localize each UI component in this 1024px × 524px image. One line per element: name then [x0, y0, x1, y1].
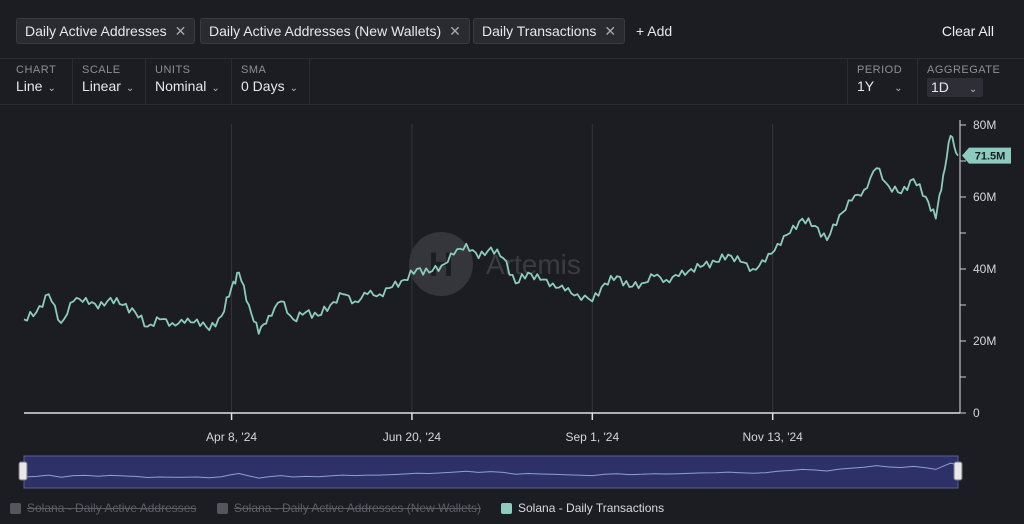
legend-item-daily-active-addresses[interactable]: Solana - Daily Active Addresses [10, 498, 196, 518]
legend-label: Solana - Daily Transactions [518, 501, 665, 515]
control-value: Line [16, 78, 43, 94]
navigator-window[interactable] [23, 455, 959, 489]
aggregate-select[interactable]: AGGREGATE 1D ⌄ [917, 58, 1007, 104]
x-gridlines [231, 124, 774, 413]
sma-select[interactable]: SMA 0 Days ⌄ [231, 58, 309, 104]
artemis-watermark: H Artemis [409, 232, 581, 296]
control-value: 1Y [857, 78, 875, 94]
watermark-text: Artemis [486, 249, 581, 280]
chart-controls: CHART Line ⌄ SCALE Linear ⌄ UNITS Nominal ⌄… [0, 58, 1024, 105]
chevron-down-icon: ⌄ [125, 83, 135, 94]
x-axis-ticks: Apr 8, '24 Jun 20, '24 Sep 1, '24 Nov 13, '… [206, 413, 803, 444]
last-value-text: 71.5M [975, 151, 1006, 163]
period-select[interactable]: PERIOD 1Y ⌄ [847, 58, 917, 104]
legend-item-daily-active-addresses-new-wallets[interactable]: Solana - Daily Active Addresses (New Wal… [217, 498, 481, 518]
chip-daily-active-addresses[interactable]: Daily Active Addresses ✕ [16, 18, 196, 44]
chevron-down-icon: ⌄ [289, 83, 298, 94]
line-chart[interactable]: H Artemis Apr 8, '24 Jun 20, '24 Sep 1, '2… [0, 104, 1024, 494]
control-label: UNITS [155, 64, 191, 76]
control-label: SCALE [82, 64, 121, 76]
navigator-handle-left[interactable] [18, 461, 28, 481]
control-label: CHART [16, 64, 57, 76]
divider [309, 58, 310, 104]
units-select[interactable]: UNITS Nominal ⌄ [145, 58, 231, 104]
chevron-down-icon: ⌄ [894, 83, 903, 94]
divider [231, 58, 232, 104]
last-value-badge [962, 147, 1011, 164]
chevron-down-icon: ⌄ [47, 83, 56, 94]
series-line-daily-transactions [23, 134, 959, 335]
artemis-logo [409, 232, 473, 296]
legend-swatch [217, 502, 228, 514]
divider [917, 58, 918, 104]
y-tick-label: 80M [973, 118, 996, 132]
y-tick-label: 20M [973, 334, 996, 348]
control-value: Nominal [155, 78, 207, 94]
x-tick-label: Apr 8, '24 [206, 430, 257, 444]
divider [145, 58, 146, 104]
x-tick-label: Jun 20, '24 [383, 430, 442, 444]
control-value: 1D [931, 79, 949, 95]
legend-item-daily-transactions[interactable]: Solana - Daily Transactions [501, 498, 664, 518]
legend-swatch [501, 502, 512, 514]
legend-label: Solana - Daily Active Addresses [27, 501, 197, 515]
chip-daily-transactions[interactable]: Daily Transactions ✕ [473, 18, 626, 44]
divider [847, 58, 848, 104]
chevron-down-icon: ⌄ [211, 83, 220, 94]
close-icon[interactable]: ✕ [604, 22, 617, 39]
y-tick-label: 40M [973, 262, 996, 276]
add-metric-button[interactable]: + Add [636, 23, 673, 39]
scale-select[interactable]: SCALE Linear ⌄ [72, 58, 145, 104]
last-value-label: 71.5M [962, 147, 1011, 164]
y-tick-label: 0 [973, 406, 980, 420]
control-value: Linear [82, 78, 121, 94]
divider [72, 58, 73, 104]
chevron-down-icon: ⌄ [968, 84, 978, 95]
chip-label: Daily Active Addresses (New Wallets) [209, 23, 442, 39]
navigator-handle-right[interactable] [953, 461, 963, 481]
range-navigator[interactable] [18, 455, 963, 489]
control-label: AGGREGATE [927, 64, 1001, 76]
control-value: 0 Days [241, 78, 285, 94]
metric-chip-bar: Daily Active Addresses ✕ Daily Active Ad… [0, 0, 1024, 59]
legend-label: Solana - Daily Active Addresses (New Wal… [234, 501, 481, 515]
chip-label: Daily Active Addresses [25, 23, 167, 39]
chart-type-select[interactable]: CHART Line ⌄ [6, 58, 72, 104]
x-tick-label: Sep 1, '24 [565, 430, 619, 444]
close-icon[interactable]: ✕ [449, 22, 461, 39]
legend-swatch [10, 502, 21, 514]
navigator-line [23, 462, 959, 479]
control-label: SMA [241, 64, 267, 76]
clear-all-button[interactable]: Clear All [941, 23, 994, 39]
x-tick-label: Nov 13, '24 [743, 430, 804, 444]
y-axis-ticks: 0 20M 40M 60M 80M [960, 118, 996, 420]
chip-daily-active-addresses-new-wallets[interactable]: Daily Active Addresses (New Wallets) ✕ [200, 18, 470, 44]
control-label: PERIOD [857, 64, 903, 76]
close-icon[interactable]: ✕ [174, 22, 187, 39]
chip-label: Daily Transactions [482, 23, 597, 39]
y-tick-label: 60M [973, 190, 996, 204]
